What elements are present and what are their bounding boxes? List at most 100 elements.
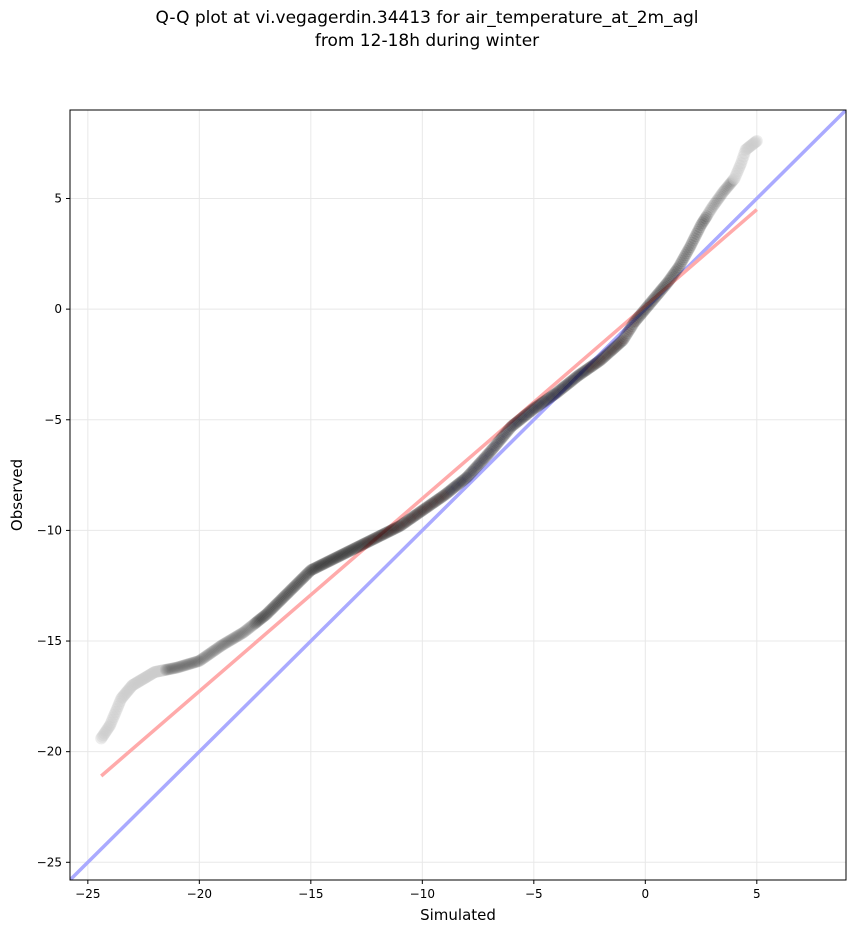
quantile-point bbox=[328, 552, 341, 565]
quantile-point bbox=[352, 540, 365, 553]
quantile-point bbox=[249, 617, 262, 630]
quantile-point bbox=[491, 437, 504, 450]
quantile-point bbox=[117, 689, 130, 702]
quantile-point bbox=[126, 679, 139, 692]
quantile-point bbox=[712, 192, 725, 205]
quantile-point bbox=[592, 355, 605, 368]
quantile-point bbox=[178, 659, 191, 672]
quantile-point bbox=[329, 552, 342, 565]
quantile-point bbox=[158, 664, 171, 677]
quantile-point bbox=[674, 257, 687, 270]
quantile-point bbox=[459, 472, 472, 485]
quantile-point bbox=[221, 636, 234, 649]
quantile-point bbox=[339, 547, 352, 560]
quantile-point bbox=[128, 677, 141, 690]
quantile-point bbox=[621, 327, 634, 340]
quantile-point bbox=[333, 549, 346, 562]
quantile-point bbox=[402, 513, 415, 526]
quantile-point-highlight bbox=[400, 517, 411, 528]
quantile-point bbox=[586, 359, 599, 372]
quantile-point bbox=[116, 691, 129, 704]
quantile-point bbox=[690, 227, 703, 240]
quantile-point bbox=[212, 641, 225, 654]
quantile-point bbox=[715, 188, 728, 201]
quantile-point bbox=[255, 612, 268, 625]
quantile-point bbox=[620, 328, 633, 341]
quantile-point bbox=[673, 259, 686, 272]
quantile-point bbox=[718, 184, 731, 197]
quantile-point bbox=[213, 641, 226, 654]
quantile-point bbox=[412, 506, 425, 519]
quantile-point bbox=[749, 135, 762, 148]
quantile-point bbox=[282, 586, 295, 599]
quantile-point bbox=[527, 402, 540, 415]
quantile-point bbox=[544, 391, 557, 404]
quantile-point bbox=[406, 511, 419, 524]
quantile-point bbox=[564, 375, 577, 388]
quantile-point bbox=[396, 518, 409, 531]
quantile-point bbox=[400, 515, 413, 528]
quantile-point-highlight bbox=[422, 501, 433, 512]
quantile-point bbox=[247, 618, 260, 631]
quantile-point bbox=[647, 293, 660, 306]
quantile-point bbox=[187, 656, 200, 669]
quantile-point bbox=[317, 558, 330, 571]
quantile-point bbox=[668, 267, 681, 280]
quantile-point bbox=[387, 523, 400, 536]
quantile-point bbox=[419, 502, 432, 515]
quantile-point bbox=[574, 367, 587, 380]
quantile-point bbox=[623, 323, 636, 336]
quantile-point bbox=[726, 175, 739, 188]
quantile-point bbox=[672, 261, 685, 274]
quantile-point bbox=[409, 509, 422, 522]
quantile-point bbox=[433, 492, 446, 505]
quantile-point bbox=[662, 275, 675, 288]
quantile-point bbox=[176, 659, 189, 672]
quantile-point bbox=[123, 683, 136, 696]
quantile-point bbox=[591, 356, 604, 369]
quantile-point bbox=[156, 664, 169, 677]
quantile-point-highlight bbox=[484, 447, 495, 458]
quantile-point-highlight bbox=[461, 472, 472, 483]
quantile-point bbox=[404, 513, 417, 526]
quantile-point bbox=[132, 675, 145, 688]
quantile-point bbox=[495, 432, 508, 445]
quantile-point bbox=[740, 142, 753, 155]
quantile-point bbox=[195, 653, 208, 666]
quantile-point-highlight bbox=[556, 383, 567, 394]
quantile-point-highlight bbox=[539, 395, 550, 406]
quantile-point bbox=[643, 297, 656, 310]
quantile-point bbox=[177, 659, 190, 672]
quantile-point bbox=[447, 481, 460, 494]
quantile-point bbox=[101, 722, 114, 735]
quantile-point bbox=[194, 654, 207, 667]
quantile-point bbox=[431, 493, 444, 506]
quantile-point bbox=[350, 541, 363, 554]
quantile-point bbox=[478, 451, 491, 464]
quantile-point bbox=[479, 450, 492, 463]
quantile-point bbox=[103, 720, 116, 733]
quantile-point bbox=[676, 255, 689, 268]
quantile-point bbox=[253, 613, 266, 626]
identity-line bbox=[70, 110, 846, 880]
quantile-point bbox=[358, 537, 371, 550]
quantile-point bbox=[540, 394, 553, 407]
quantile-point bbox=[188, 656, 201, 669]
quantile-point bbox=[732, 162, 745, 175]
quantile-point bbox=[630, 313, 643, 326]
quantile-point bbox=[453, 477, 466, 490]
quantile-point bbox=[96, 730, 109, 743]
quantile-point bbox=[258, 610, 270, 623]
quantile-point bbox=[437, 489, 450, 502]
quantile-point bbox=[164, 662, 177, 675]
quantile-point bbox=[642, 299, 655, 312]
quantile-point bbox=[145, 668, 158, 681]
quantile-point bbox=[648, 292, 661, 305]
quantile-point bbox=[114, 695, 127, 708]
quantile-point bbox=[512, 415, 525, 428]
quantile-point bbox=[464, 467, 477, 480]
quantile-point bbox=[206, 645, 219, 658]
quantile-point bbox=[485, 444, 498, 457]
quantile-point bbox=[371, 531, 384, 544]
quantile-point bbox=[395, 519, 408, 532]
